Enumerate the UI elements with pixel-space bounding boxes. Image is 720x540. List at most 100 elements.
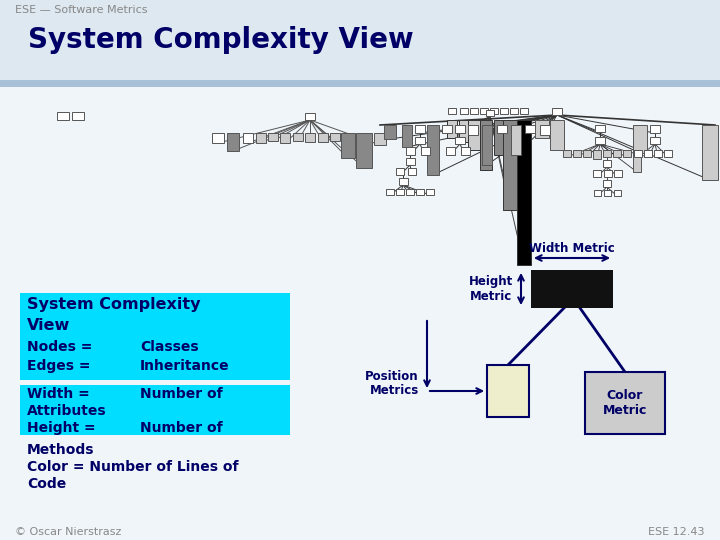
Bar xyxy=(593,170,601,177)
Bar xyxy=(57,112,69,120)
Bar xyxy=(517,120,531,265)
Text: Nodes =: Nodes = xyxy=(27,340,92,354)
Text: Width Metric: Width Metric xyxy=(529,241,615,254)
Bar xyxy=(486,110,494,116)
Bar xyxy=(293,133,303,141)
Bar xyxy=(305,133,315,142)
Bar xyxy=(396,168,404,175)
Text: Height =: Height = xyxy=(27,421,96,435)
Bar xyxy=(415,137,425,144)
Bar xyxy=(442,125,452,133)
Bar xyxy=(384,125,396,139)
Bar xyxy=(268,133,278,141)
Bar xyxy=(494,120,504,155)
Text: Color = Number of Lines of: Color = Number of Lines of xyxy=(27,460,238,474)
Bar xyxy=(535,120,549,138)
Text: Metrics: Metrics xyxy=(370,384,419,397)
Bar xyxy=(583,150,591,157)
Bar xyxy=(374,133,386,145)
Bar xyxy=(603,180,611,187)
Bar xyxy=(408,168,416,175)
Bar xyxy=(20,380,290,385)
Bar xyxy=(585,372,665,434)
Text: ESE 12.43: ESE 12.43 xyxy=(649,527,705,537)
Bar xyxy=(593,190,600,196)
Bar xyxy=(427,125,439,175)
Bar xyxy=(341,133,355,158)
Bar xyxy=(415,125,425,133)
Bar xyxy=(405,147,415,155)
Text: © Oscar Nierstrasz: © Oscar Nierstrasz xyxy=(15,527,122,537)
Bar xyxy=(480,108,488,114)
Bar xyxy=(243,133,253,143)
Bar xyxy=(550,120,564,150)
Bar xyxy=(405,158,415,165)
Bar xyxy=(552,108,562,115)
Text: Classes: Classes xyxy=(140,340,199,354)
Bar xyxy=(634,150,642,157)
Bar xyxy=(420,147,430,155)
Bar xyxy=(447,120,457,138)
Bar xyxy=(20,335,290,380)
Bar xyxy=(650,125,660,133)
Bar xyxy=(212,133,224,143)
Text: Attributes: Attributes xyxy=(27,404,107,418)
Bar xyxy=(280,133,290,143)
Bar xyxy=(330,133,340,141)
Bar xyxy=(563,150,571,157)
Bar xyxy=(20,385,290,435)
Bar xyxy=(468,120,480,150)
Bar xyxy=(227,133,239,151)
Text: Width =: Width = xyxy=(27,387,90,401)
Bar xyxy=(603,190,611,196)
Bar xyxy=(448,108,456,114)
Bar xyxy=(540,125,550,135)
Bar xyxy=(490,108,498,114)
Bar xyxy=(613,150,621,157)
Bar xyxy=(256,133,266,143)
Bar xyxy=(595,125,605,132)
Bar xyxy=(398,178,408,185)
Bar xyxy=(603,160,611,167)
Bar xyxy=(500,108,508,114)
Bar xyxy=(614,170,622,177)
Text: Number of: Number of xyxy=(140,421,222,435)
Bar xyxy=(460,108,468,114)
Bar xyxy=(455,125,465,133)
Bar xyxy=(497,125,507,133)
Bar xyxy=(480,120,492,170)
Bar xyxy=(446,147,454,155)
Bar xyxy=(613,190,621,196)
Bar xyxy=(511,125,521,155)
Text: Methods: Methods xyxy=(27,443,94,457)
Text: System Complexity: System Complexity xyxy=(27,298,200,313)
Text: System Complexity View: System Complexity View xyxy=(28,26,413,54)
Text: ESE — Software Metrics: ESE — Software Metrics xyxy=(15,5,148,15)
Bar xyxy=(402,125,412,147)
Bar xyxy=(468,125,478,135)
Bar xyxy=(356,133,372,168)
Bar xyxy=(416,189,424,195)
Bar xyxy=(573,150,581,157)
Bar xyxy=(396,189,404,195)
Bar xyxy=(72,112,84,120)
Bar xyxy=(520,108,528,114)
Bar xyxy=(604,170,612,177)
Bar xyxy=(459,120,469,142)
Bar xyxy=(487,365,529,417)
Bar xyxy=(644,150,652,157)
Bar xyxy=(664,150,672,157)
Bar xyxy=(318,133,328,142)
Bar xyxy=(482,125,492,165)
Bar xyxy=(0,87,720,540)
Bar xyxy=(644,150,652,157)
Text: Color
Metric: Color Metric xyxy=(603,389,647,417)
Bar xyxy=(386,189,394,195)
Bar xyxy=(20,293,290,335)
Bar xyxy=(593,150,601,159)
Text: View: View xyxy=(27,318,71,333)
Bar xyxy=(426,189,434,195)
Text: Height
Metric: Height Metric xyxy=(469,275,513,303)
Bar xyxy=(305,113,315,120)
Bar xyxy=(531,270,613,308)
